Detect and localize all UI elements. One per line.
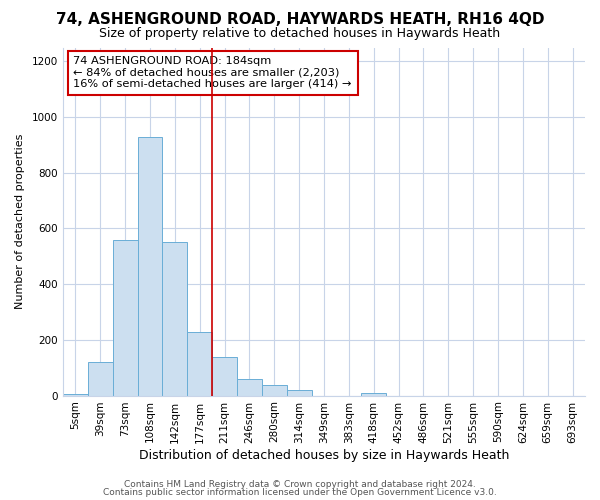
- X-axis label: Distribution of detached houses by size in Haywards Heath: Distribution of detached houses by size …: [139, 450, 509, 462]
- Bar: [262, 386, 287, 396]
- Text: Contains HM Land Registry data © Crown copyright and database right 2024.: Contains HM Land Registry data © Crown c…: [124, 480, 476, 489]
- Bar: [113, 240, 137, 396]
- Bar: [287, 390, 311, 396]
- Y-axis label: Number of detached properties: Number of detached properties: [15, 134, 25, 309]
- Bar: [237, 380, 262, 396]
- Bar: [361, 394, 386, 396]
- Text: Contains public sector information licensed under the Open Government Licence v3: Contains public sector information licen…: [103, 488, 497, 497]
- Text: Size of property relative to detached houses in Haywards Heath: Size of property relative to detached ho…: [100, 26, 500, 40]
- Bar: [137, 136, 163, 396]
- Bar: [163, 242, 187, 396]
- Bar: [187, 332, 212, 396]
- Text: 74 ASHENGROUND ROAD: 184sqm
← 84% of detached houses are smaller (2,203)
16% of : 74 ASHENGROUND ROAD: 184sqm ← 84% of det…: [73, 56, 352, 90]
- Text: 74, ASHENGROUND ROAD, HAYWARDS HEATH, RH16 4QD: 74, ASHENGROUND ROAD, HAYWARDS HEATH, RH…: [56, 12, 544, 28]
- Bar: [212, 356, 237, 396]
- Bar: [63, 394, 88, 396]
- Bar: [88, 362, 113, 396]
